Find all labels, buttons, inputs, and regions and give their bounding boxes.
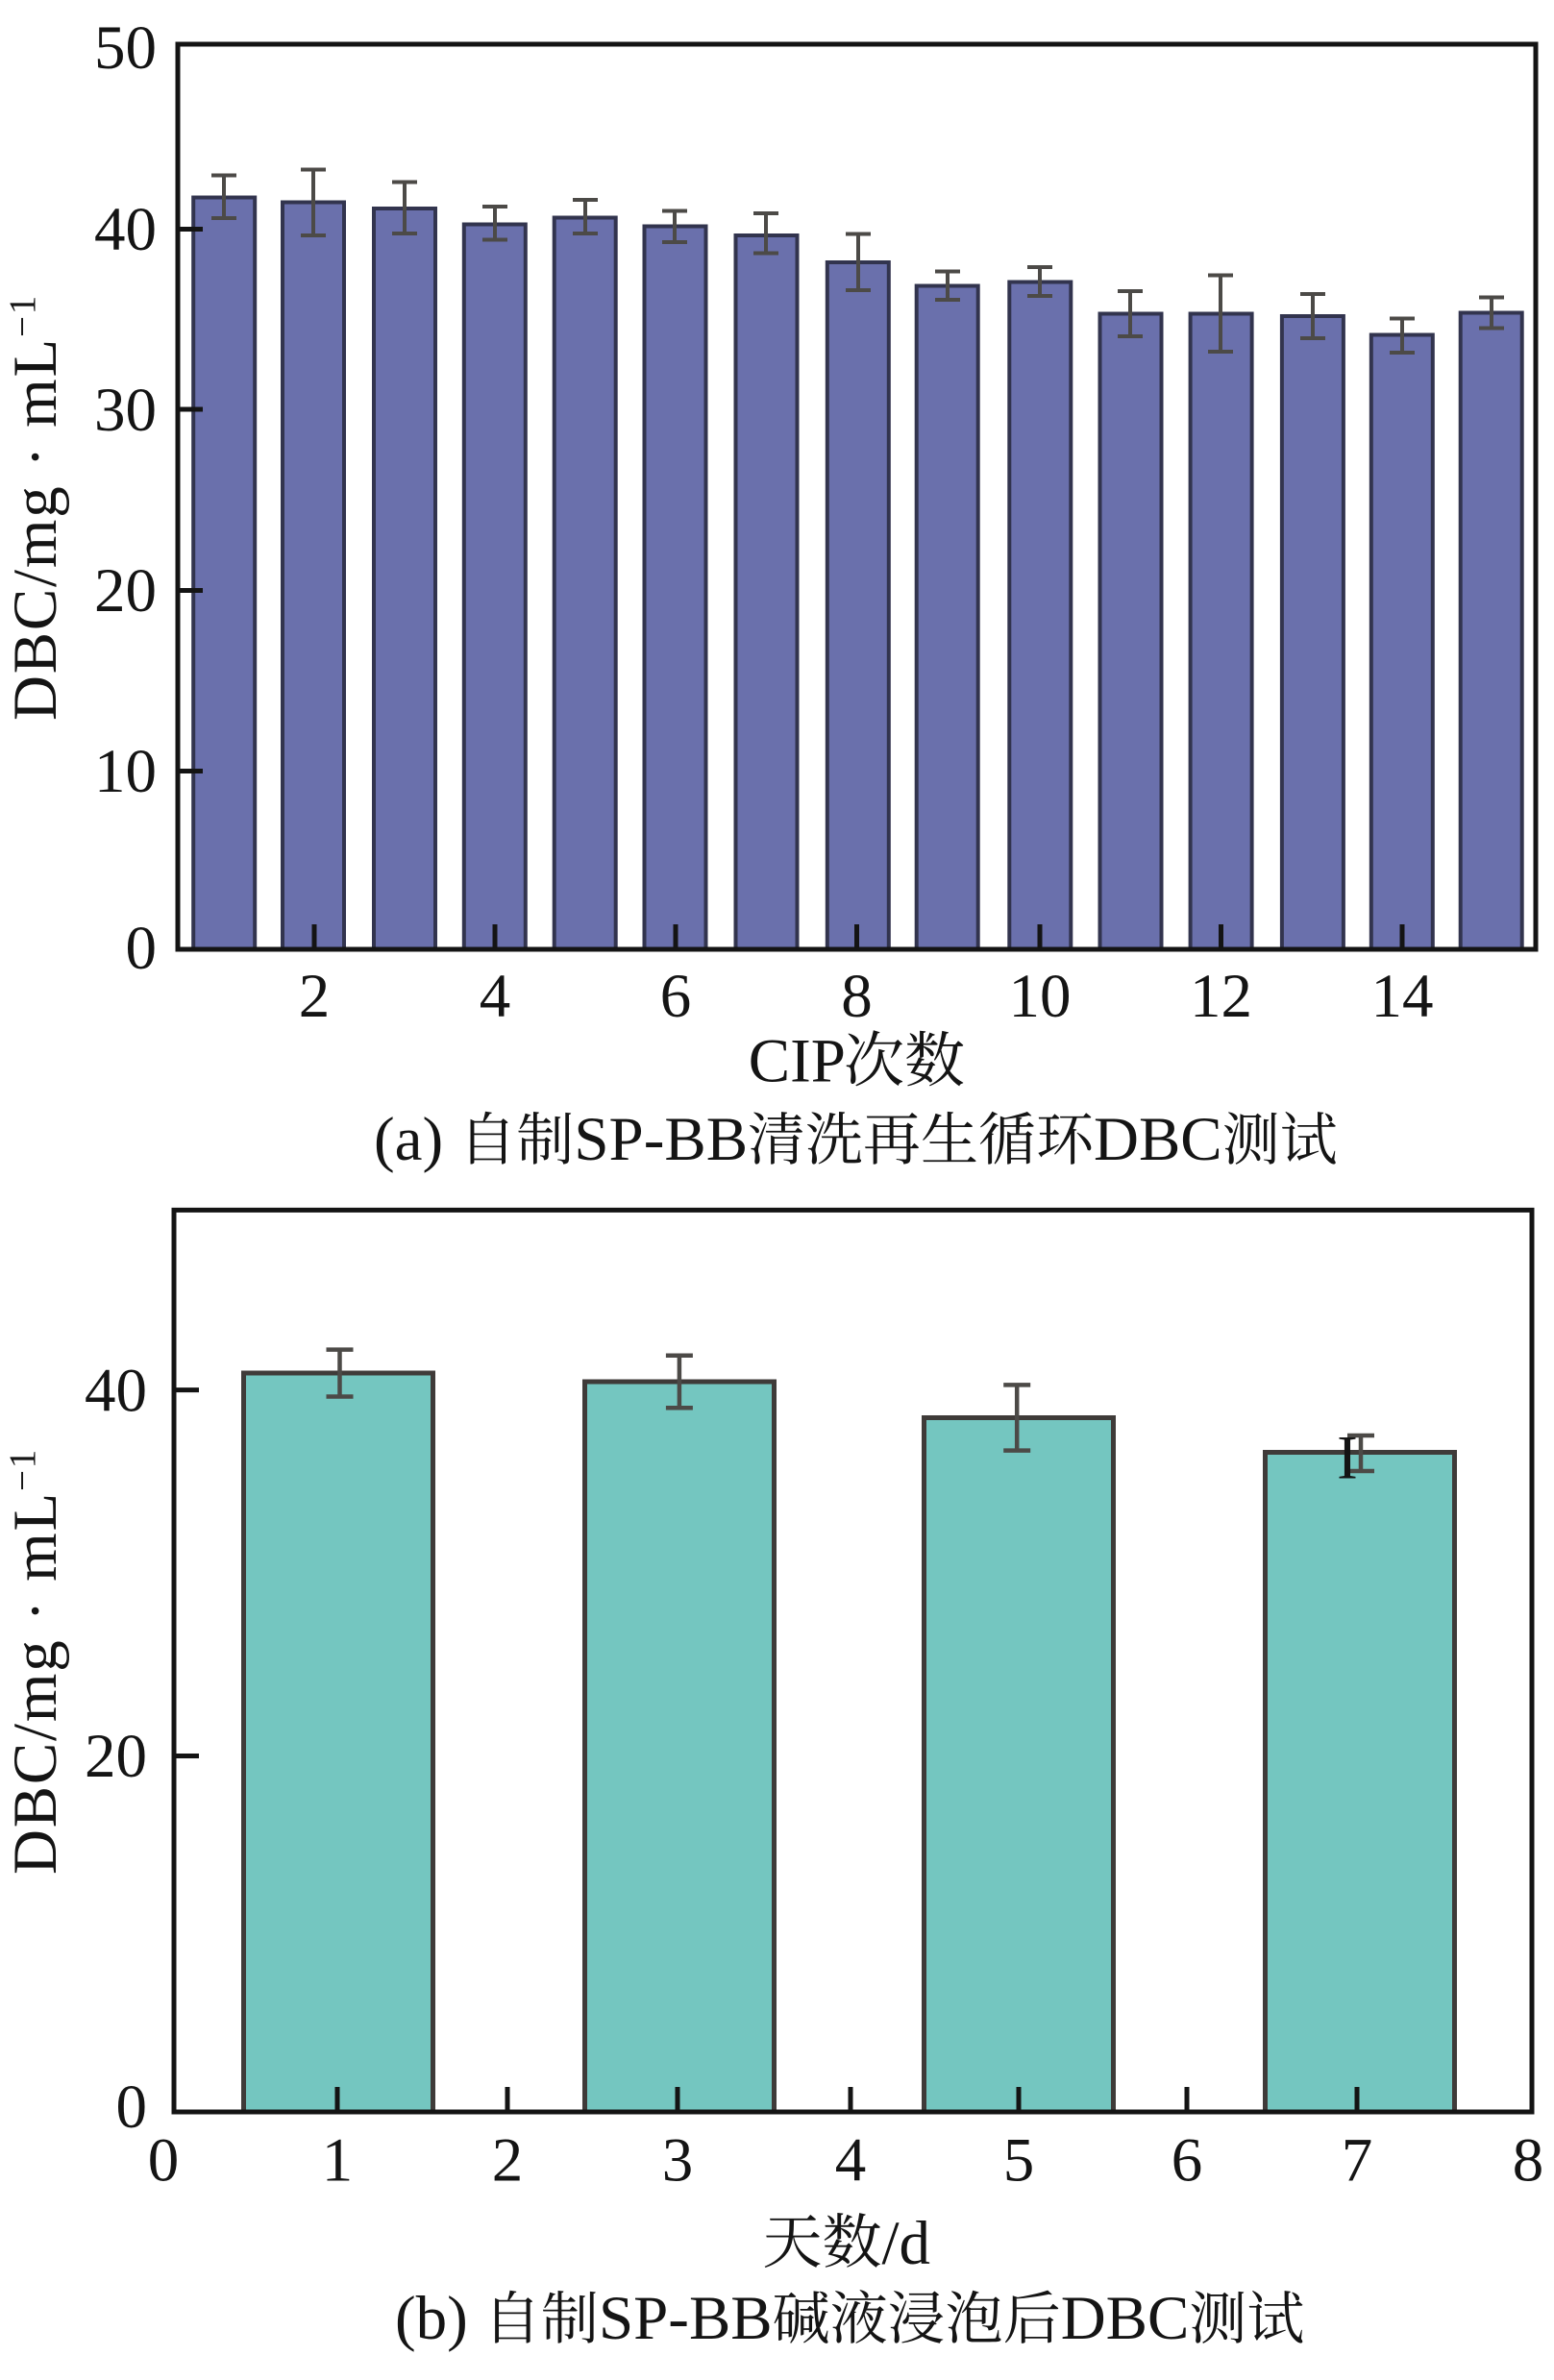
svg-text:6: 6 bbox=[660, 962, 692, 1031]
svg-text:1: 1 bbox=[322, 2126, 354, 2196]
svg-text:2: 2 bbox=[492, 2126, 524, 2196]
svg-text:3: 3 bbox=[662, 2126, 694, 2196]
svg-text:40: 40 bbox=[85, 1356, 147, 1425]
svg-text:DBC: DBC bbox=[1061, 2284, 1190, 2353]
svg-text:7: 7 bbox=[1342, 2126, 1373, 2196]
svg-text:/d: /d bbox=[882, 2209, 931, 2278]
svg-text:0: 0 bbox=[148, 2126, 180, 2196]
svg-text:4: 4 bbox=[835, 2126, 867, 2196]
svg-text:SP-BB: SP-BB bbox=[574, 1105, 748, 1174]
svg-text:40: 40 bbox=[94, 195, 157, 264]
svg-text:0: 0 bbox=[116, 2073, 148, 2142]
svg-text:20: 20 bbox=[94, 556, 157, 626]
svg-text:(a): (a) bbox=[374, 1105, 458, 1174]
svg-text:2: 2 bbox=[299, 962, 331, 1031]
svg-text:8: 8 bbox=[841, 962, 873, 1031]
svg-text:10: 10 bbox=[1009, 962, 1072, 1031]
svg-text:10: 10 bbox=[94, 737, 157, 806]
svg-text:5: 5 bbox=[1003, 2126, 1035, 2196]
svg-text:DBC/mg · mL−1: DBC/mg · mL−1 bbox=[1, 1448, 70, 1875]
svg-text:12: 12 bbox=[1190, 962, 1252, 1031]
svg-text:30: 30 bbox=[94, 376, 157, 445]
svg-text:I: I bbox=[1337, 1423, 1358, 1492]
svg-text:20: 20 bbox=[85, 1722, 147, 1791]
svg-text:DBC: DBC bbox=[1094, 1105, 1222, 1174]
svg-text:8: 8 bbox=[1513, 2126, 1544, 2196]
svg-text:6: 6 bbox=[1172, 2126, 1203, 2196]
svg-text:DBC/mg · mL−1: DBC/mg · mL−1 bbox=[1, 294, 70, 721]
svg-text:50: 50 bbox=[94, 13, 157, 83]
svg-text:0: 0 bbox=[126, 914, 158, 983]
svg-text:4: 4 bbox=[480, 962, 511, 1031]
svg-text:CIP: CIP bbox=[749, 1027, 846, 1096]
svg-text:(b): (b) bbox=[395, 2284, 483, 2353]
svg-text:SP-BB: SP-BB bbox=[599, 2284, 773, 2353]
svg-text:14: 14 bbox=[1371, 962, 1434, 1031]
